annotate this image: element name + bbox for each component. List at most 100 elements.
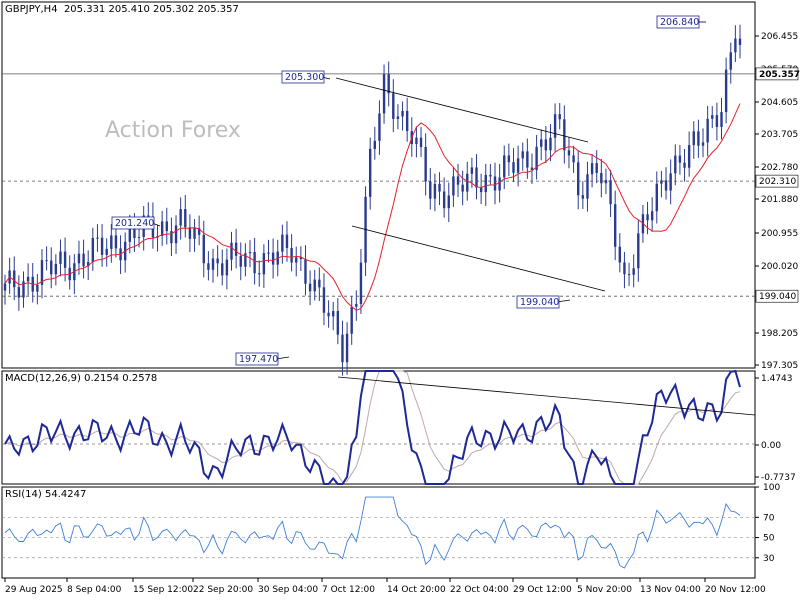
candle-body [660,180,663,184]
candle-body [650,211,654,221]
candle-body [678,155,682,163]
candle-body [26,276,30,282]
candle-body [475,167,478,188]
candle-body [701,142,705,146]
candle-body [590,163,594,175]
candle-body [442,191,446,209]
candle-body [221,263,224,276]
macd-trendline [337,376,756,416]
annotation-box [516,295,560,309]
candle-body [669,173,672,191]
candle-body [63,251,67,268]
candle-body [456,176,460,185]
candle-body [336,311,340,335]
candle-body [179,209,182,226]
candle-body [724,69,728,113]
price-ytick-label: 203.705 [761,130,798,140]
candle-body [239,255,242,267]
panel-frame-0 [1,1,756,369]
x-tick-label: 30 Sep 04:00 [258,585,318,595]
candle-body [318,279,321,288]
candle-body [285,234,289,248]
annotation-box [656,15,700,29]
candle-body [452,176,455,196]
candle-body [674,155,677,174]
candle-body [299,257,303,260]
panel-frame-1 [1,370,756,485]
macd-line [4,369,741,485]
price-level-box [755,289,799,303]
x-tick-label: 15 Sep 12:00 [133,585,193,595]
candle-body [322,287,326,313]
price-ytick-label: 204.605 [761,98,798,108]
candle-body [618,246,622,263]
candle-body [165,221,168,232]
candle-body [128,227,132,242]
candle-body [3,283,7,291]
candle-body [114,235,118,249]
candle-body [392,93,395,119]
candle-body [17,287,21,298]
x-tick-label: 5 Nov 20:00 [577,585,632,595]
candle-body [600,172,603,184]
price-level-label: 202.310 [759,177,796,187]
candle-body [308,283,312,292]
current-price-box [755,67,799,81]
candle-body [373,140,377,149]
candle-body [623,262,626,275]
price-panel-title: GBPJPY,H4 205.331 205.410 205.302 205.35… [5,4,239,15]
candle-body [110,235,113,249]
candle-body [170,231,173,244]
candle-body [493,176,497,191]
candle-body [613,204,617,247]
candle-body [516,158,520,173]
candle-body [540,139,543,147]
candle-body [489,174,492,177]
annotation-label: 197.470 [239,354,278,365]
annotation-box [235,352,279,366]
candle-body [271,252,275,265]
candle-body [706,118,709,143]
candle-body [526,151,529,168]
macd-signal-line [4,370,741,485]
price-ytick-label: 200.020 [761,262,798,272]
candle-body [382,73,386,114]
candle-body [553,114,557,138]
annotation-label: 199.040 [520,297,559,308]
price-ytick-label: 197.305 [761,361,798,371]
ohlc-header: 205.331 205.410 205.302 205.357 [63,4,239,15]
panel-frame-2 [1,486,756,579]
x-tick-label: 14 Oct 20:00 [387,585,446,595]
candle-body [77,253,81,264]
candle-body [424,146,427,182]
candle-body [586,174,589,199]
candle-body [734,38,737,53]
annotation-label: 205.300 [285,72,324,83]
trendline-upper [335,77,589,143]
rsi-ytick-label: 50 [763,534,775,544]
candle-body [225,259,229,276]
candle-body [535,146,538,170]
candle-body [355,303,358,307]
candle-body [45,260,48,262]
x-tick-label: 29 Aug 2025 [5,585,63,595]
candle-body [87,261,90,267]
candle-body [609,180,612,205]
price-ytick-label: 198.205 [761,329,798,339]
candle-body [470,167,474,174]
candle-body [415,137,418,145]
candle-body [558,114,561,120]
candle-body [332,311,335,317]
macd-ytick-label: -0.7737 [761,473,796,483]
current-price-label: 205.357 [759,70,800,80]
candle-body [36,284,39,292]
candle-body [577,162,580,196]
candle-body [327,312,330,317]
candle-body [313,279,316,292]
candle-body [197,228,201,235]
price-level-label: 199.040 [759,292,796,302]
candle-body [267,252,270,254]
candle-body [59,251,62,264]
candle-body [211,258,215,270]
